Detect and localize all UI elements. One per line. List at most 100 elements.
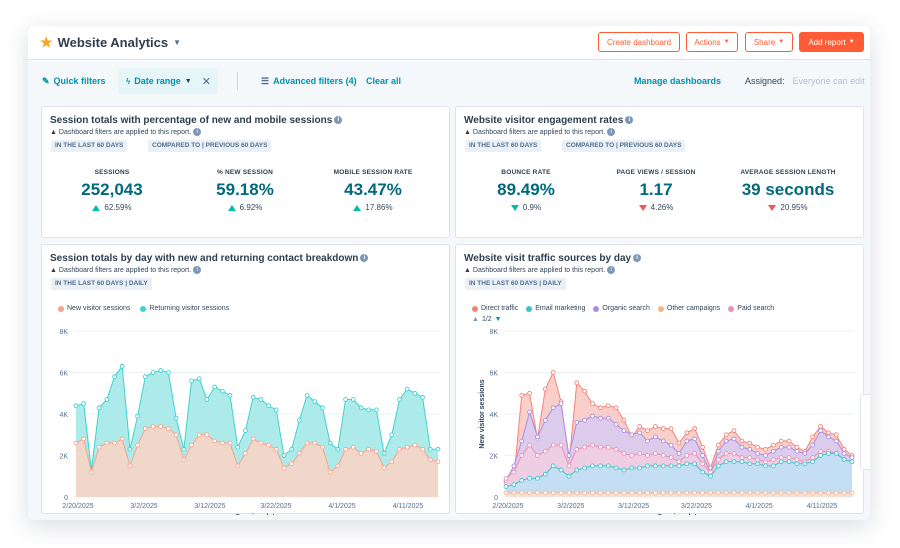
data-point	[582, 388, 587, 394]
data-point	[613, 422, 619, 427]
pager-next-icon[interactable]: ▼	[494, 316, 502, 323]
assigned-value[interactable]: Everyone can edit	[792, 76, 865, 86]
data-point	[810, 442, 816, 448]
data-point	[535, 490, 540, 496]
warning-icon: ▲	[50, 128, 57, 136]
info-icon[interactable]: i	[360, 254, 369, 263]
data-point	[150, 370, 156, 375]
create-dashboard-button[interactable]: Create dashboard	[598, 32, 680, 52]
data-point	[135, 442, 140, 448]
data-point	[574, 446, 580, 452]
legend-item-new-visitor[interactable]: New visitor sessions	[58, 305, 130, 312]
data-point	[266, 403, 271, 409]
data-point	[802, 451, 808, 456]
data-point	[527, 490, 532, 496]
data-point	[684, 438, 690, 444]
data-point	[574, 419, 580, 425]
data-point	[723, 459, 729, 465]
dashboard-window: ★ Website Analytics ▼ Create dashboard A…	[28, 26, 870, 520]
date-range-filter[interactable]: ϟ Date range ▼ ✕	[126, 75, 211, 88]
data-point	[645, 438, 650, 444]
data-point	[747, 440, 753, 446]
info-icon[interactable]: i	[607, 128, 616, 136]
data-point	[574, 467, 580, 473]
data-point	[794, 449, 800, 454]
assigned-label: Assigned:	[745, 76, 785, 86]
add-report-button[interactable]: Add report ▼	[799, 32, 864, 52]
date-tag: IN THE LAST 60 DAYS | DAILY	[51, 278, 152, 290]
data-point	[542, 386, 548, 392]
quick-filters-button[interactable]: ✎ Quick filters	[42, 76, 106, 87]
data-point	[511, 469, 517, 475]
data-point	[755, 451, 760, 456]
legend-item-organic-search[interactable]: Organic search	[593, 305, 650, 312]
data-point	[320, 405, 325, 411]
data-point	[503, 475, 509, 481]
close-icon[interactable]: ✕	[201, 75, 211, 88]
info-icon[interactable]: i	[193, 128, 202, 136]
manage-dashboards-link[interactable]: Manage dashboards	[634, 76, 721, 86]
card-title[interactable]: Session totals with percentage of new an…	[50, 115, 343, 126]
data-point	[771, 442, 776, 448]
card-title[interactable]: Website visitor engagement rates i	[464, 115, 634, 126]
divider	[237, 72, 238, 90]
data-point	[794, 444, 800, 450]
legend-item-paid-search[interactable]: Paid search	[728, 305, 774, 312]
kpi-new-session: % NEW SESSION 59.18% 6.92%	[185, 169, 305, 212]
data-point	[335, 446, 341, 452]
data-point	[613, 490, 619, 496]
info-icon[interactable]: i	[625, 116, 634, 125]
kpi-change-text: 17.86%	[365, 203, 393, 212]
info-icon[interactable]: i	[193, 266, 202, 274]
dashboard-title-selector[interactable]: ★ Website Analytics ▼	[40, 34, 181, 51]
actions-button[interactable]: Actions ▼	[686, 32, 738, 52]
data-point	[794, 490, 800, 496]
legend-label: Other campaigns	[666, 305, 721, 312]
card-title[interactable]: Session totals by day with new and retur…	[50, 253, 369, 264]
legend-item-email-marketing[interactable]: Email marketing	[526, 305, 585, 312]
data-point	[786, 459, 792, 465]
data-point	[747, 461, 753, 467]
legend-label: Email marketing	[535, 305, 586, 312]
data-point	[590, 490, 595, 496]
pager-prev-icon[interactable]: ▲	[472, 316, 479, 323]
pencil-icon: ✎	[42, 75, 50, 86]
data-point	[89, 469, 94, 475]
data-point	[841, 490, 847, 496]
assigned-info: Assigned: Everyone can edit	[745, 76, 865, 86]
kpi-change-text: 62.59%	[104, 203, 132, 212]
data-point	[731, 451, 737, 456]
legend-item-returning-visitor[interactable]: Returning visitor sessions	[140, 305, 229, 312]
data-point	[235, 463, 241, 469]
card-title[interactable]: Website visit traffic sources by day i	[464, 253, 642, 264]
info-icon[interactable]: i	[607, 266, 616, 274]
data-point	[763, 463, 768, 469]
star-icon[interactable]: ★	[40, 34, 53, 50]
data-point	[598, 405, 603, 411]
caret-down-icon: ▼	[778, 39, 785, 45]
data-point	[629, 432, 635, 438]
data-point	[660, 463, 666, 469]
data-point	[273, 446, 279, 452]
date-tag: IN THE LAST 60 DAYS | DAILY	[465, 278, 566, 290]
side-panel-tab[interactable]	[860, 394, 870, 470]
legend-item-other-campaigns[interactable]: Other campaigns	[657, 305, 721, 312]
advanced-filters-button[interactable]: ☰ Advanced filters (4)	[261, 76, 357, 87]
data-point	[849, 490, 855, 496]
legend-dot	[140, 305, 147, 312]
share-button[interactable]: Share ▼	[745, 32, 793, 52]
legend-item-direct-traffic[interactable]: Direct traffic	[472, 305, 518, 312]
date-tag: IN THE LAST 60 DAYS	[465, 140, 542, 152]
data-point	[104, 397, 110, 402]
kpi-mobile-session-rate: MOBILE SESSION RATE 43.47% 17.86%	[313, 169, 433, 212]
clear-all-link[interactable]: Clear all	[366, 76, 401, 86]
data-point	[692, 436, 698, 442]
data-point	[723, 451, 729, 456]
info-icon[interactable]: i	[633, 254, 642, 263]
info-icon[interactable]: i	[334, 116, 343, 125]
data-point	[598, 415, 603, 421]
data-point	[566, 463, 572, 469]
traffic-sources-chart: 0 2K 4K 6K 8K 2/20/2025 3/2/2025 3/12/2025 3/22/…	[479, 329, 855, 515]
y-axis-title: New visitor sessions	[479, 379, 486, 448]
data-point	[535, 453, 540, 458]
